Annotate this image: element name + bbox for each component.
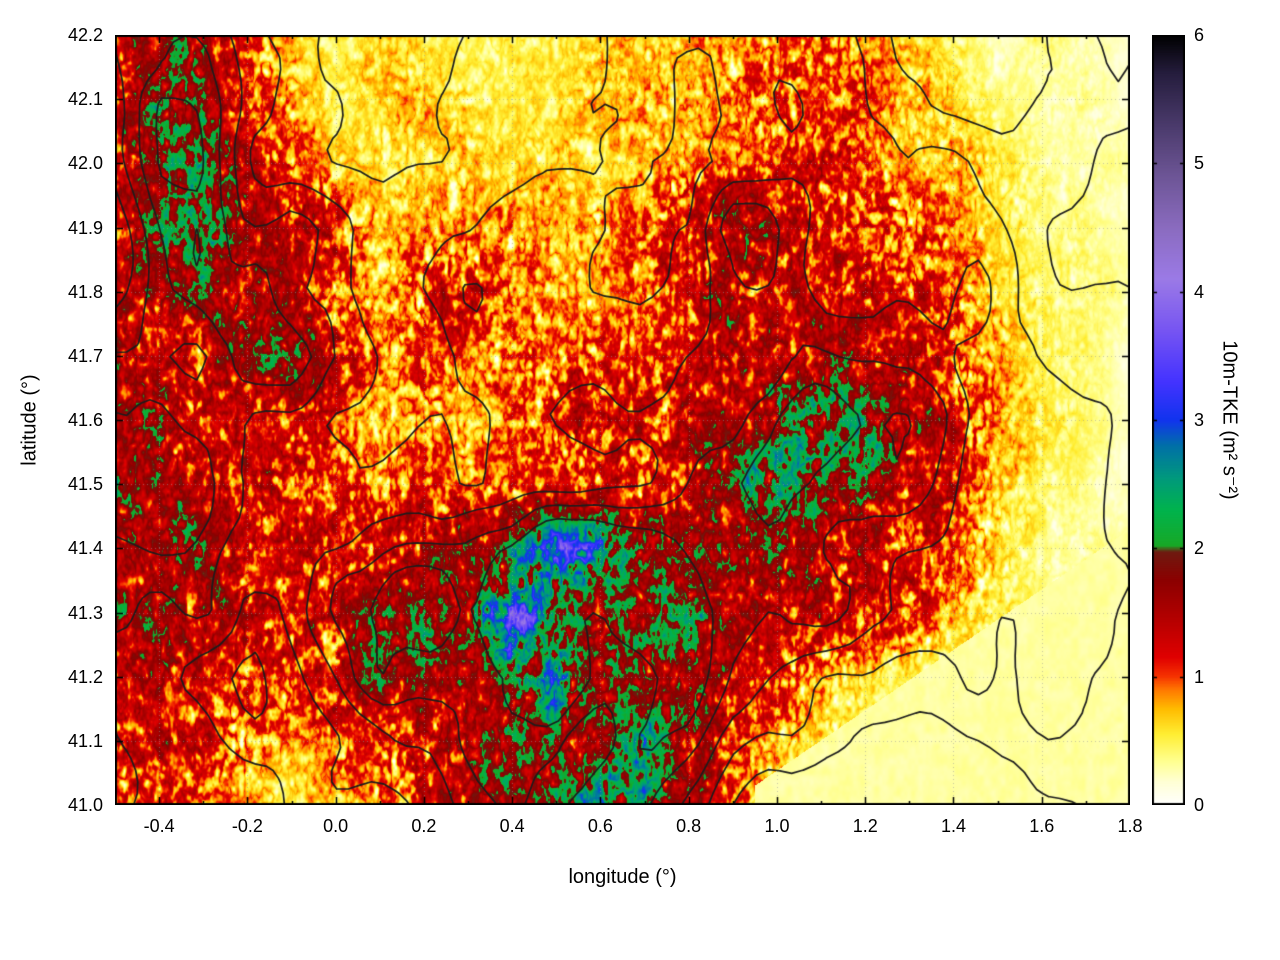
colorbar-tick-label: 6: [1194, 25, 1205, 45]
x-tick-label: 0.8: [676, 816, 702, 836]
y-tick-label: 41.5: [67, 474, 103, 495]
colorbar-tick-label: 5: [1194, 153, 1205, 174]
y-axis-label: latitude (°): [18, 374, 41, 466]
y-tick-label: 42.0: [67, 153, 103, 174]
y-tick-label: 42.2: [67, 25, 103, 45]
colorbar-tick-label: 4: [1194, 281, 1205, 302]
x-tick-label: 0.4: [499, 816, 525, 836]
y-tick-label: 41.6: [67, 410, 103, 430]
x-tick-label: 1.0: [764, 816, 790, 836]
x-tick-label: 1.6: [1029, 816, 1055, 836]
x-tick-label: 0.0: [323, 816, 349, 836]
y-tick-label: 41.4: [67, 538, 103, 559]
y-tick-label: 41.7: [67, 345, 103, 366]
x-tick-label: 0.2: [411, 816, 437, 836]
y-tick-label: 42.1: [67, 89, 103, 110]
x-tick-label: 0.6: [587, 816, 613, 836]
y-tick-label: 41.0: [67, 795, 103, 815]
heatmap-canvas: [115, 35, 1130, 805]
x-tick-label: -0.4: [143, 816, 175, 836]
x-tick-label: 1.8: [1117, 816, 1143, 836]
colorbar-label: 10m-TKE (m² s⁻²): [1218, 340, 1241, 500]
x-axis-label: longitude (°): [568, 866, 677, 888]
x-tick-label: 1.4: [940, 816, 966, 836]
y-tick-label: 41.3: [67, 602, 103, 623]
colorbar: [1152, 35, 1185, 805]
y-tick-label: 41.2: [67, 666, 103, 687]
x-tick-label: 1.2: [852, 816, 878, 836]
y-tick-label: 41.8: [67, 281, 103, 302]
y-tick-label: 41.9: [67, 217, 103, 238]
x-tick-label: -0.2: [231, 816, 263, 836]
colorbar-tick-label: 1: [1194, 666, 1205, 687]
colorbar-tick-label: 0: [1194, 795, 1205, 815]
colorbar-tick-label: 2: [1194, 538, 1205, 559]
y-tick-label: 41.1: [67, 730, 103, 751]
